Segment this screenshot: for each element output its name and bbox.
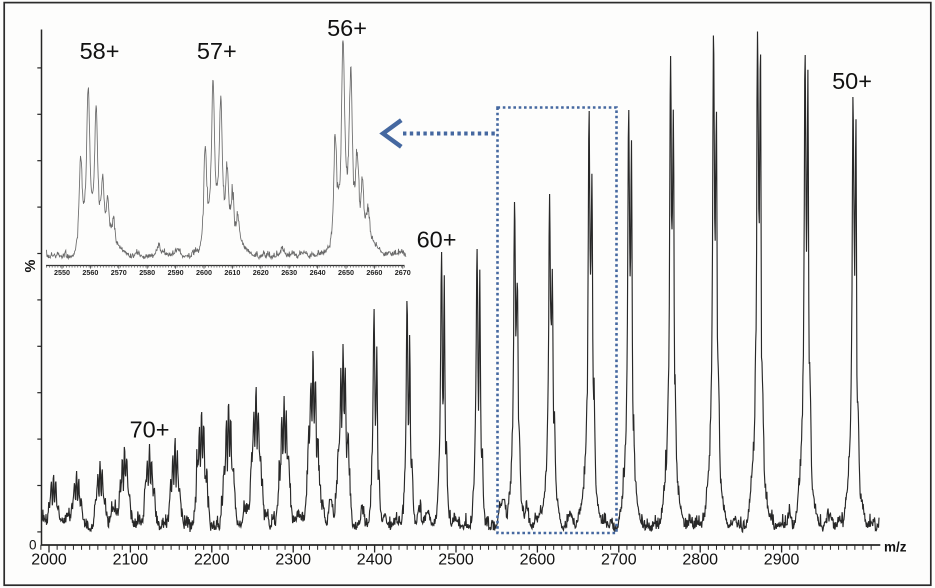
svg-text:56+: 56+ [327, 15, 367, 41]
svg-text:58+: 58+ [80, 38, 120, 64]
svg-text:2600: 2600 [520, 552, 556, 569]
svg-text:2550: 2550 [54, 268, 70, 277]
svg-text:2610: 2610 [224, 268, 240, 277]
svg-text:2500: 2500 [438, 552, 474, 569]
svg-text:m/z: m/z [884, 540, 907, 555]
svg-text:2670: 2670 [395, 268, 411, 277]
svg-text:2400: 2400 [357, 552, 393, 569]
svg-text:2590: 2590 [168, 268, 184, 277]
svg-text:2620: 2620 [253, 268, 269, 277]
svg-text:0: 0 [29, 538, 37, 553]
svg-text:2800: 2800 [682, 552, 718, 569]
svg-text:2570: 2570 [111, 268, 127, 277]
svg-text:2600: 2600 [196, 268, 212, 277]
svg-text:%: % [23, 259, 39, 272]
svg-text:2200: 2200 [194, 552, 230, 569]
svg-text:2640: 2640 [310, 268, 326, 277]
svg-text:2630: 2630 [281, 268, 297, 277]
svg-text:2700: 2700 [601, 552, 637, 569]
svg-text:2100: 2100 [113, 552, 149, 569]
svg-text:2900: 2900 [764, 552, 800, 569]
svg-text:2300: 2300 [275, 552, 311, 569]
svg-text:2000: 2000 [31, 552, 67, 569]
svg-text:2660: 2660 [366, 268, 382, 277]
svg-text:50+: 50+ [832, 68, 872, 94]
svg-text:70+: 70+ [130, 417, 170, 443]
svg-text:2650: 2650 [338, 268, 354, 277]
svg-text:2580: 2580 [139, 268, 155, 277]
svg-text:60+: 60+ [417, 227, 457, 253]
svg-text:2560: 2560 [82, 268, 98, 277]
svg-text:57+: 57+ [197, 38, 237, 64]
